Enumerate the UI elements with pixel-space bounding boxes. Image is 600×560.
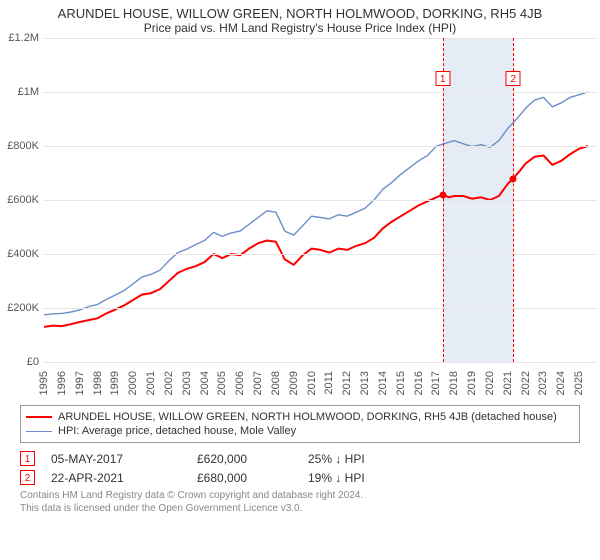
x-tick-label: 2018	[448, 371, 460, 395]
page-title: ARUNDEL HOUSE, WILLOW GREEN, NORTH HOLMW…	[0, 0, 600, 21]
x-tick-label: 1997	[74, 371, 86, 395]
x-tick-label: 2010	[306, 371, 318, 395]
x-tick-label: 2022	[520, 371, 532, 395]
y-tick-label: £600K	[7, 194, 39, 206]
footer-line-2: This data is licensed under the Open Gov…	[20, 503, 580, 516]
x-tick-label: 2002	[163, 371, 175, 395]
price-chart: £0£200K£400K£600K£800K£1M£1.2M12	[44, 38, 597, 363]
x-tick-label: 2004	[199, 371, 211, 395]
x-tick-label: 2006	[234, 371, 246, 395]
transaction-date: 05-MAY-2017	[51, 452, 181, 466]
transaction-row: 1 05-MAY-2017 £620,000 25% ↓ HPI	[20, 449, 580, 468]
series-line	[44, 146, 588, 327]
transaction-price: £680,000	[197, 471, 292, 485]
x-tick-label: 1995	[38, 371, 50, 395]
x-tick-label: 2023	[537, 371, 549, 395]
x-tick-label: 2015	[395, 371, 407, 395]
legend-swatch	[26, 431, 52, 432]
x-tick-label: 2014	[377, 371, 389, 395]
legend-item: ARUNDEL HOUSE, WILLOW GREEN, NORTH HOLMW…	[26, 410, 574, 424]
legend-swatch	[26, 416, 52, 418]
transactions-table: 1 05-MAY-2017 £620,000 25% ↓ HPI 2 22-APR-202…	[20, 449, 580, 487]
x-tick-label: 2025	[573, 371, 585, 395]
y-tick-label: £400K	[7, 248, 39, 260]
transaction-date: 22-APR-2021	[51, 471, 181, 485]
transaction-flag: 2	[506, 71, 521, 86]
x-tick-label: 2021	[502, 371, 514, 395]
y-tick-label: £1.2M	[8, 32, 39, 44]
x-tick-label: 2005	[216, 371, 228, 395]
x-tick-label: 2020	[484, 371, 496, 395]
x-tick-label: 2019	[466, 371, 478, 395]
x-tick-label: 2001	[145, 371, 157, 395]
x-tick-label: 2009	[288, 371, 300, 395]
y-tick-label: £1M	[18, 86, 39, 98]
legend-item: HPI: Average price, detached house, Mole…	[26, 424, 574, 438]
x-tick-label: 2011	[323, 371, 335, 395]
x-tick-label: 2003	[181, 371, 193, 395]
footer: Contains HM Land Registry data © Crown c…	[20, 490, 580, 515]
transaction-dot	[439, 191, 446, 198]
transaction-flag: 1	[435, 71, 450, 86]
y-tick-label: £0	[27, 356, 39, 368]
transaction-id-flag: 1	[20, 451, 35, 466]
x-tick-label: 2016	[413, 371, 425, 395]
x-tick-label: 2000	[127, 371, 139, 395]
x-tick-label: 2012	[341, 371, 353, 395]
page-subtitle: Price paid vs. HM Land Registry's House …	[0, 21, 600, 38]
series-line	[44, 92, 588, 315]
x-tick-label: 1998	[92, 371, 104, 395]
transaction-hpi-delta: 25% ↓ HPI	[308, 452, 418, 466]
x-tick-label: 2024	[555, 371, 567, 395]
x-axis-labels: 1995199619971998199920002001200220032004…	[44, 363, 597, 403]
transaction-dot	[510, 175, 517, 182]
x-tick-label: 1996	[56, 371, 68, 395]
x-tick-label: 2013	[359, 371, 371, 395]
x-tick-label: 2008	[270, 371, 282, 395]
legend-label: HPI: Average price, detached house, Mole…	[58, 425, 296, 437]
x-tick-label: 2007	[252, 371, 264, 395]
legend-label: ARUNDEL HOUSE, WILLOW GREEN, NORTH HOLMW…	[58, 411, 557, 423]
y-tick-label: £800K	[7, 140, 39, 152]
transaction-price: £620,000	[197, 452, 292, 466]
transaction-marker	[443, 38, 444, 362]
y-tick-label: £200K	[7, 302, 39, 314]
footer-line-1: Contains HM Land Registry data © Crown c…	[20, 490, 580, 503]
transaction-id-flag: 2	[20, 470, 35, 485]
legend: ARUNDEL HOUSE, WILLOW GREEN, NORTH HOLMW…	[20, 405, 580, 443]
transaction-marker	[513, 38, 514, 362]
x-tick-label: 2017	[430, 371, 442, 395]
transaction-row: 2 22-APR-2021 £680,000 19% ↓ HPI	[20, 468, 580, 487]
transaction-hpi-delta: 19% ↓ HPI	[308, 471, 418, 485]
x-tick-label: 1999	[109, 371, 121, 395]
